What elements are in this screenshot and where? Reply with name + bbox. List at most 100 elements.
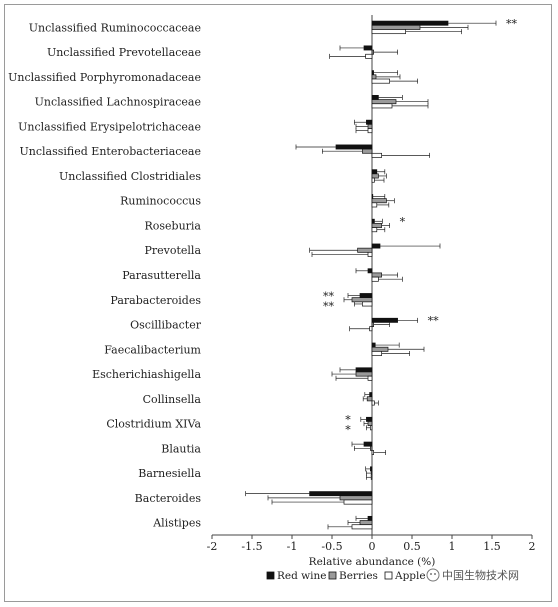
bar bbox=[360, 521, 372, 525]
bar bbox=[372, 322, 374, 326]
bar bbox=[368, 269, 372, 273]
bar bbox=[372, 79, 390, 83]
watermark-logo-dot bbox=[434, 573, 436, 575]
bar bbox=[372, 401, 374, 405]
bar bbox=[372, 273, 382, 277]
bar bbox=[368, 376, 372, 380]
bar bbox=[368, 129, 372, 133]
bar bbox=[372, 228, 377, 232]
bar bbox=[372, 50, 374, 54]
bar bbox=[372, 347, 388, 351]
category-label: Roseburia bbox=[144, 219, 201, 232]
axes: -2 -1.5 -1 -0.5 0 0.5 1 1.5 2 Relative abundance … bbox=[207, 15, 536, 568]
bar bbox=[372, 244, 380, 248]
bar bbox=[372, 29, 406, 33]
x-tick-label: -2 bbox=[207, 540, 218, 553]
significance-marker: * bbox=[400, 215, 406, 228]
bar bbox=[362, 302, 372, 306]
legend-label: Red wine bbox=[277, 570, 327, 582]
x-tick-label: 2 bbox=[529, 540, 536, 553]
bar bbox=[366, 54, 372, 58]
bar bbox=[372, 21, 448, 25]
chart-frame: -2 -1.5 -1 -0.5 0 0.5 1 1.5 2 Relative abundance … bbox=[4, 4, 552, 602]
category-label: Unclassified Prevotellaceae bbox=[47, 46, 201, 59]
significance-marker: ** bbox=[323, 300, 335, 313]
bar bbox=[372, 199, 386, 203]
bar bbox=[356, 368, 372, 372]
category-label: Clostridium XIVa bbox=[106, 418, 201, 431]
bar bbox=[358, 248, 372, 252]
bar bbox=[372, 203, 377, 207]
legend-swatch bbox=[329, 572, 336, 579]
bar bbox=[372, 318, 398, 322]
category-label: Collinsella bbox=[143, 393, 202, 406]
bar bbox=[372, 351, 382, 355]
category-label: Parabacteroides bbox=[110, 294, 201, 307]
bar bbox=[372, 277, 378, 281]
x-tick-label: 0 bbox=[369, 540, 376, 553]
category-label: Ruminococcus bbox=[120, 195, 201, 208]
bar bbox=[368, 252, 372, 256]
watermark-text: 中国生物技术网 bbox=[442, 568, 519, 582]
bar bbox=[370, 393, 372, 397]
bar bbox=[370, 426, 372, 430]
x-axis-title: Relative abundance (%) bbox=[309, 556, 436, 568]
bar bbox=[364, 46, 372, 50]
bar bbox=[372, 194, 373, 198]
bar bbox=[352, 298, 372, 302]
category-label: Parasutterella bbox=[122, 269, 201, 282]
significance-marker: ** bbox=[506, 17, 518, 30]
bar bbox=[310, 492, 372, 496]
bar bbox=[372, 170, 377, 174]
legend-swatch bbox=[267, 572, 274, 579]
category-label: Unclassified Porphyromonadaceae bbox=[8, 71, 201, 84]
bar bbox=[368, 421, 372, 425]
x-tick-label: -1 bbox=[287, 540, 298, 553]
category-label: Blautia bbox=[161, 442, 201, 455]
bar bbox=[371, 471, 372, 475]
bar bbox=[372, 219, 374, 223]
bar bbox=[372, 95, 378, 99]
bar bbox=[336, 145, 372, 149]
x-tick-label: -1.5 bbox=[241, 540, 262, 553]
category-label: Alistipes bbox=[152, 517, 201, 530]
category-label: Unclassified Ruminococcaceae bbox=[29, 21, 201, 34]
bar bbox=[370, 467, 372, 471]
bar bbox=[371, 475, 372, 479]
bar bbox=[364, 442, 372, 446]
category-label: Oscillibacter bbox=[130, 319, 202, 332]
bar bbox=[366, 120, 372, 124]
bar bbox=[372, 104, 392, 108]
bar bbox=[356, 372, 372, 376]
category-label: Faecalibacterium bbox=[104, 343, 201, 356]
bar bbox=[368, 124, 372, 128]
category-label: Prevotella bbox=[144, 244, 201, 257]
category-label: Escherichiashigella bbox=[92, 368, 201, 381]
bar bbox=[368, 516, 372, 520]
category-label: Unclassified Lachnospiraceae bbox=[35, 96, 201, 109]
category-label: Unclassified Enterobacteriaceae bbox=[20, 145, 201, 158]
category-label: Unclassified Erysipelotrichaceae bbox=[18, 120, 201, 133]
bar bbox=[366, 417, 372, 421]
bar bbox=[352, 525, 372, 529]
watermark-logo-icon bbox=[427, 569, 439, 581]
bar bbox=[367, 397, 372, 401]
bar bbox=[362, 149, 372, 153]
legend-label: Berries bbox=[339, 570, 378, 582]
bar bbox=[370, 446, 372, 450]
significance-marker: * bbox=[345, 424, 351, 437]
bars bbox=[246, 21, 496, 530]
bar bbox=[372, 75, 376, 79]
labels: Unclassified Ruminococcaceae Unclassified… bbox=[8, 17, 517, 529]
x-tick-label: 1 bbox=[449, 540, 456, 553]
bar bbox=[372, 71, 374, 75]
bar-chart: -2 -1.5 -1 -0.5 0 0.5 1 1.5 2 Relative abundance … bbox=[5, 5, 553, 603]
bar bbox=[372, 178, 374, 182]
x-tick-label: 1.5 bbox=[483, 540, 501, 553]
watermark-logo-dot bbox=[430, 573, 432, 575]
watermark: 中国生物技术网 bbox=[427, 568, 519, 582]
bar bbox=[372, 450, 374, 454]
legend-swatch bbox=[385, 572, 392, 579]
bar bbox=[372, 25, 420, 29]
significance-marker: ** bbox=[428, 315, 440, 328]
